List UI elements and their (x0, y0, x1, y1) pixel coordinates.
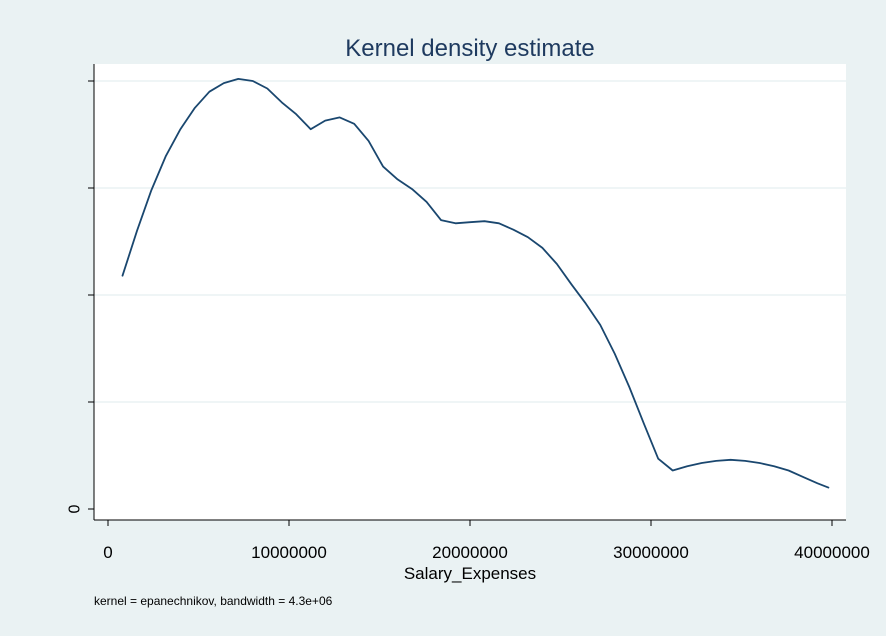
plot-region-background (94, 64, 846, 520)
y-ticks: 0 (67, 80, 94, 513)
y-tick-label-0: 0 (67, 504, 84, 513)
x-tick-label-2: 20000000 (432, 543, 508, 562)
chart-title: Kernel density estimate (345, 35, 594, 62)
x-tick-label-1: 10000000 (251, 543, 327, 562)
grid-lines (94, 80, 846, 403)
x-tick-label-3: 30000000 (613, 543, 689, 562)
x-axis-label: Salary_Expenses (404, 564, 536, 583)
chart-note: kernel = epanechnikov, bandwidth = 4.3e+… (94, 594, 333, 608)
x-tick-label-4: 40000000 (794, 543, 870, 562)
density-series-line (121, 78, 830, 489)
x-ticks: 0 10000000 20000000 30000000 40000000 (103, 520, 870, 562)
x-tick-label-0: 0 (103, 543, 112, 562)
